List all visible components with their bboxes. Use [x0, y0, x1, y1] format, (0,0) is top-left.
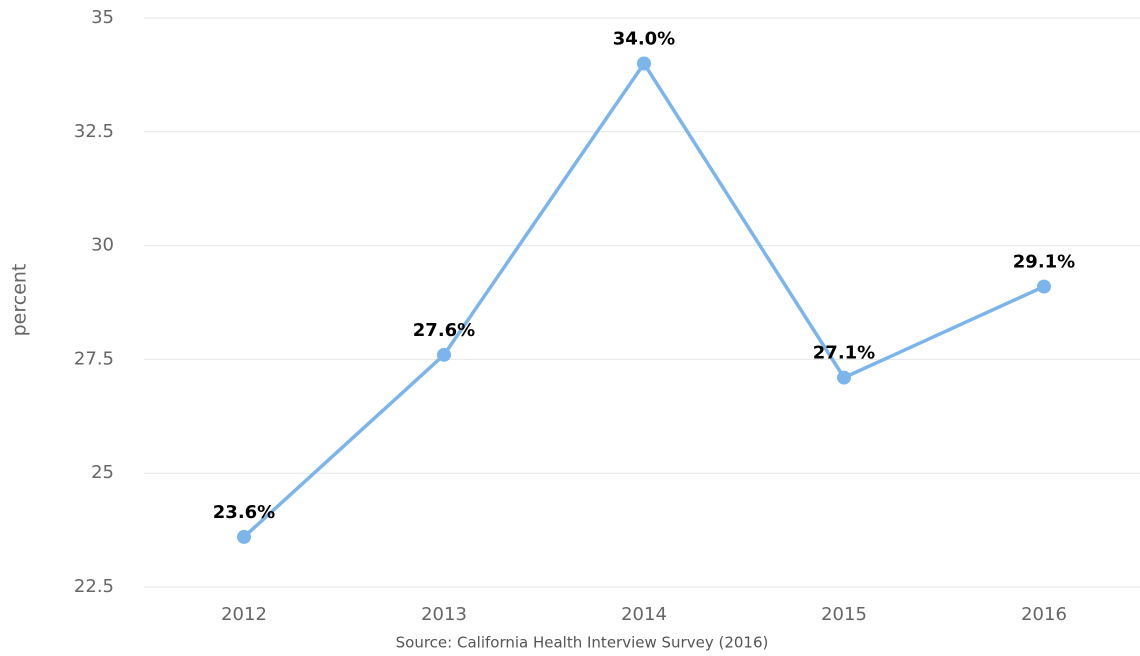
x-tick-label: 2015	[821, 604, 867, 625]
point	[437, 347, 451, 362]
point	[1037, 279, 1051, 294]
x-tick-label: 2016	[1021, 604, 1067, 625]
value-label: 23.6%	[213, 502, 275, 523]
point	[237, 529, 251, 544]
x-tick-label: 2013	[421, 604, 467, 625]
y-tick-label: 35	[91, 7, 114, 28]
point	[637, 56, 651, 71]
line	[242, 60, 1045, 539]
value-label: 34.0%	[613, 29, 675, 50]
source: Source: California Health Interview Surv…	[396, 634, 769, 652]
y-axis-label: percent	[9, 264, 31, 337]
point	[837, 370, 851, 385]
y-tick-label: 22.5	[74, 576, 114, 597]
x-tick-label: 2012	[221, 604, 267, 625]
value-label: 29.1%	[1013, 252, 1075, 273]
value-label: 27.6%	[413, 320, 475, 341]
y-tick-label: 30	[91, 235, 114, 256]
value-label: 27.1%	[813, 343, 875, 364]
x-tick-label: 2014	[621, 604, 667, 625]
y-tick-label: 25	[91, 462, 114, 483]
y-tick-label: 32.5	[74, 121, 114, 142]
y-tick-label: 27.5	[74, 348, 114, 369]
